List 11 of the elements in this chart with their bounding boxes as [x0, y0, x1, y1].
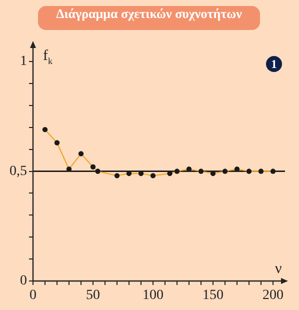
x-tick-label: 200: [262, 288, 284, 304]
x-tick-label: 150: [202, 288, 224, 304]
chart-title: Διάγραμμα σχετικών συχνοτήτων: [38, 6, 260, 30]
x-tick-label: 0: [30, 288, 36, 304]
y-tick-label: 1: [20, 54, 27, 70]
x-axis-title: ν: [275, 261, 282, 277]
x-tick-label: 100: [142, 288, 164, 304]
x-tick-label: 50: [86, 288, 100, 304]
y-tick-label: 0,5: [10, 164, 27, 179]
y-tick-label: 0: [20, 274, 27, 289]
annotation: 1: [271, 57, 277, 72]
